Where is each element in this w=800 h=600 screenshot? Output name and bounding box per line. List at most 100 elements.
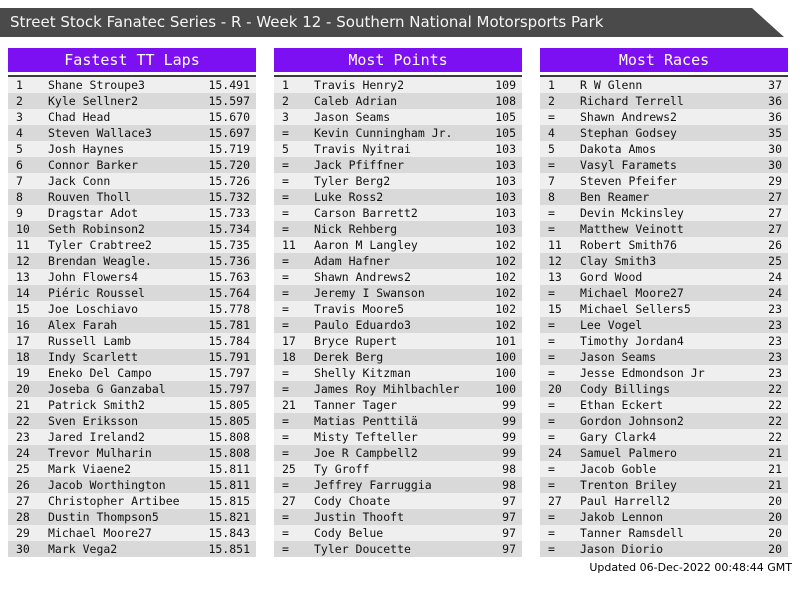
table-row: 3 Chad Head 15.670 bbox=[8, 109, 256, 125]
name-cell: Ethan Eckert bbox=[580, 398, 664, 412]
table-row: 24 Samuel Palmero 21 bbox=[540, 445, 788, 461]
value-cell: 30 bbox=[768, 158, 782, 172]
value-cell: 22 bbox=[768, 382, 782, 396]
leaderboard-rows: 1 Shane Stroupe3 15.491 2 Kyle Sellner2 … bbox=[8, 75, 256, 557]
table-row: = Jason Seams 23 bbox=[540, 349, 788, 365]
value-cell: 15.791 bbox=[208, 350, 250, 364]
table-row: = Jeffrey Farruggia 98 bbox=[274, 477, 522, 493]
table-row: 2 Kyle Sellner2 15.597 bbox=[8, 93, 256, 109]
table-row: 18 Derek Berg 100 bbox=[274, 349, 522, 365]
rank-cell: 5 bbox=[16, 142, 23, 156]
rank-cell: = bbox=[282, 254, 289, 268]
name-cell: Stephan Godsey bbox=[580, 126, 677, 140]
table-row: = Timothy Jordan4 23 bbox=[540, 333, 788, 349]
table-row: 19 Eneko Del Campo 15.797 bbox=[8, 365, 256, 381]
table-row: 1 R W Glenn 37 bbox=[540, 77, 788, 93]
name-cell: Connor Barker bbox=[48, 158, 139, 172]
rank-cell: 14 bbox=[16, 286, 30, 300]
rank-cell: = bbox=[548, 110, 555, 124]
name-cell: Devin Mckinsley bbox=[580, 206, 684, 220]
value-cell: 103 bbox=[495, 158, 516, 172]
value-cell: 21 bbox=[768, 462, 782, 476]
value-cell: 102 bbox=[495, 254, 516, 268]
name-cell: Trevor Mulharin bbox=[48, 446, 152, 460]
value-cell: 27 bbox=[768, 222, 782, 236]
table-row: = Lee Vogel 23 bbox=[540, 317, 788, 333]
name-cell: Piéric Roussel bbox=[48, 286, 145, 300]
page-title: Street Stock Fanatec Series - R - Week 1… bbox=[10, 13, 604, 31]
rank-cell: = bbox=[282, 206, 289, 220]
table-row: 17 Russell Lamb 15.784 bbox=[8, 333, 256, 349]
table-row: = Matias Penttilä 99 bbox=[274, 413, 522, 429]
rank-cell: = bbox=[548, 222, 555, 236]
name-cell: Michael Moore27 bbox=[48, 526, 152, 540]
table-row: = Gary Clark4 22 bbox=[540, 429, 788, 445]
name-cell: Steven Wallace3 bbox=[48, 126, 152, 140]
table-row: = Kevin Cunningham Jr. 105 bbox=[274, 125, 522, 141]
name-cell: Tanner Ramsdell bbox=[580, 526, 684, 540]
value-cell: 20 bbox=[768, 526, 782, 540]
rank-cell: 19 bbox=[16, 366, 30, 380]
name-cell: Dragstar Adot bbox=[48, 206, 139, 220]
table-row: 11 Tyler Crabtree2 15.735 bbox=[8, 237, 256, 253]
rank-cell: = bbox=[548, 478, 555, 492]
name-cell: Seth Robinson2 bbox=[48, 222, 145, 236]
rank-cell: = bbox=[548, 366, 555, 380]
value-cell: 25 bbox=[768, 254, 782, 268]
rank-cell: = bbox=[282, 414, 289, 428]
rank-cell: 3 bbox=[16, 110, 23, 124]
table-row: 25 Ty Groff 98 bbox=[274, 461, 522, 477]
table-row: = Jesse Edmondson Jr 23 bbox=[540, 365, 788, 381]
rank-cell: 13 bbox=[548, 270, 562, 284]
rank-cell: 2 bbox=[16, 94, 23, 108]
rank-cell: = bbox=[548, 414, 555, 428]
value-cell: 15.720 bbox=[208, 158, 250, 172]
table-row: = Paulo Eduardo3 102 bbox=[274, 317, 522, 333]
table-row: 6 Connor Barker 15.720 bbox=[8, 157, 256, 173]
value-cell: 15.843 bbox=[208, 526, 250, 540]
rank-cell: 2 bbox=[282, 94, 289, 108]
rank-cell: 27 bbox=[548, 494, 562, 508]
name-cell: Rouven Tholl bbox=[48, 190, 132, 204]
table-row: 29 Michael Moore27 15.843 bbox=[8, 525, 256, 541]
value-cell: 15.815 bbox=[208, 494, 250, 508]
name-cell: John Flowers4 bbox=[48, 270, 139, 284]
rank-cell: 27 bbox=[16, 494, 30, 508]
value-cell: 23 bbox=[768, 302, 782, 316]
rank-cell: = bbox=[548, 398, 555, 412]
value-cell: 105 bbox=[495, 126, 516, 140]
table-row: = Justin Thooft 97 bbox=[274, 509, 522, 525]
table-row: = Jack Pfiffner 103 bbox=[274, 157, 522, 173]
table-row: 12 Brendan Weagle. 15.736 bbox=[8, 253, 256, 269]
table-row: 27 Cody Choate 97 bbox=[274, 493, 522, 509]
rank-cell: 11 bbox=[548, 238, 562, 252]
name-cell: Trenton Briley bbox=[580, 478, 677, 492]
table-row: 14 Piéric Roussel 15.764 bbox=[8, 285, 256, 301]
value-cell: 15.811 bbox=[208, 462, 250, 476]
rank-cell: 27 bbox=[282, 494, 296, 508]
column-header-fastest-tt-laps: Fastest TT Laps bbox=[8, 48, 256, 72]
value-cell: 15.736 bbox=[208, 254, 250, 268]
value-cell: 15.491 bbox=[208, 78, 250, 92]
name-cell: Samuel Palmero bbox=[580, 446, 677, 460]
value-cell: 22 bbox=[768, 430, 782, 444]
column-header-most-races: Most Races bbox=[540, 48, 788, 72]
name-cell: Patrick Smith2 bbox=[48, 398, 145, 412]
value-cell: 15.597 bbox=[208, 94, 250, 108]
table-row: 13 Gord Wood 24 bbox=[540, 269, 788, 285]
value-cell: 24 bbox=[768, 286, 782, 300]
name-cell: Shane Stroupe3 bbox=[48, 78, 145, 92]
table-row: = Matthew Veinott 27 bbox=[540, 221, 788, 237]
value-cell: 99 bbox=[502, 398, 516, 412]
name-cell: Travis Henry2 bbox=[314, 78, 405, 92]
name-cell: Carson Barrett2 bbox=[314, 206, 418, 220]
value-cell: 102 bbox=[495, 238, 516, 252]
name-cell: Gord Wood bbox=[580, 270, 643, 284]
name-cell: Tyler Crabtree2 bbox=[48, 238, 152, 252]
name-cell: Jack Pfiffner bbox=[314, 158, 405, 172]
updated-timestamp: Updated 06-Dec-2022 00:48:44 GMT bbox=[589, 561, 792, 574]
name-cell: Vasyl Faramets bbox=[580, 158, 677, 172]
rank-cell: 4 bbox=[16, 126, 23, 140]
value-cell: 15.735 bbox=[208, 238, 250, 252]
table-row: 8 Ben Reamer 27 bbox=[540, 189, 788, 205]
